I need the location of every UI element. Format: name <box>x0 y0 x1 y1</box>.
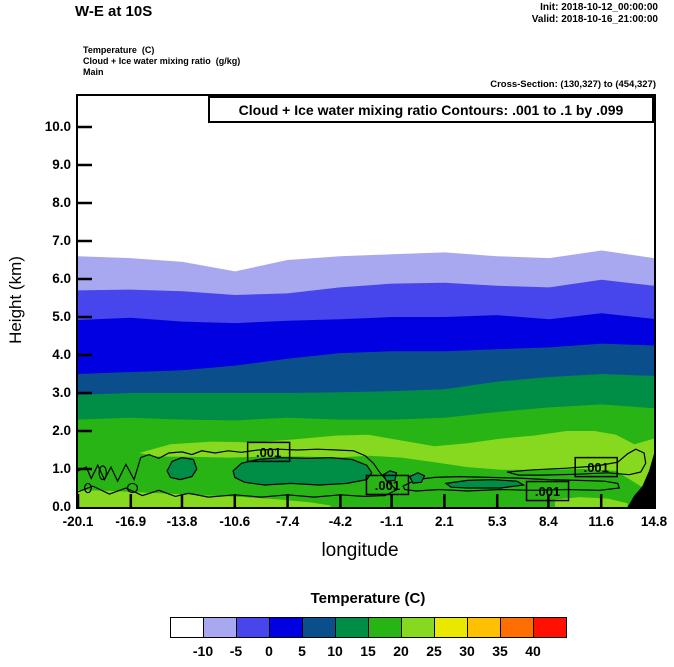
contour-label-text-1: .001 <box>375 478 400 493</box>
x-tick-label: 2.1 <box>435 514 454 529</box>
x-tick-label: 8.4 <box>538 514 558 529</box>
cloud-contour-small-0 <box>98 465 107 481</box>
colorbar-title: Temperature (C) <box>310 590 426 607</box>
colorbar-cell-1 <box>204 618 237 637</box>
x-tick-label: 5.3 <box>487 514 507 529</box>
x-tick-label: -7.4 <box>275 514 300 529</box>
colorbar-cell-8 <box>435 618 468 637</box>
warm-patch-2 <box>555 497 628 507</box>
colorbar-tick-label: 5 <box>298 643 306 659</box>
x-tick-label: -16.9 <box>115 514 147 529</box>
colorbar-cell-10 <box>501 618 534 637</box>
y-tick-label: 0.0 <box>52 499 71 514</box>
colorbar-cell-0 <box>171 618 204 637</box>
colorbar-tick-label: 35 <box>492 643 508 659</box>
cloud-contour-001-0 <box>78 448 398 498</box>
x-tick-label: -1.1 <box>379 514 404 529</box>
x-tick-label: -4.2 <box>328 514 353 529</box>
colorbar-cell-6 <box>369 618 402 637</box>
colorbar-cell-7 <box>402 618 435 637</box>
warm-patch-0 <box>78 489 331 507</box>
y-tick-label: 5.0 <box>52 309 71 324</box>
colorbar-tick-label: 0 <box>265 643 273 659</box>
page-title: W-E at 10S <box>75 3 153 20</box>
cloud-contour-01-blob-3 <box>408 472 426 484</box>
contour-title: Cloud + Ice water mixing ratio Contours:… <box>238 101 624 118</box>
contour-label-text-2: .001 <box>535 484 560 499</box>
colorbar-tick-label: -10 <box>192 643 214 659</box>
warm-patch-1 <box>139 431 654 494</box>
colorbar-cell-9 <box>468 618 501 637</box>
valid-time: Valid: 2018-10-16_21:00:00 <box>531 14 658 25</box>
colorbar-tick-label: 10 <box>327 643 343 659</box>
y-tick-label: 1.0 <box>52 461 71 476</box>
contour-label-box-1 <box>365 474 410 496</box>
x-tick-label: -10.6 <box>219 514 251 529</box>
contour-title-box: Cloud + Ice water mixing ratio Contours:… <box>208 96 654 123</box>
colorbar-cell-5 <box>336 618 369 637</box>
cloud-contour-small-2 <box>84 482 92 494</box>
run-time-info: Init: 2018-10-12_00:00:00 Valid: 2018-10… <box>532 2 658 26</box>
x-tick-label: 14.8 <box>640 514 668 529</box>
x-axis-title: longitude <box>321 540 399 561</box>
colorbar-cell-2 <box>237 618 270 637</box>
x-tick-label: -20.1 <box>62 514 94 529</box>
y-tick-label: 3.0 <box>52 385 71 400</box>
y-tick-label: 8.0 <box>52 195 71 210</box>
colorbar-tick-label: 30 <box>459 643 475 659</box>
colorbar-tick-label: 15 <box>360 643 376 659</box>
contour-label-box-2 <box>525 480 570 502</box>
colorbar <box>170 617 567 638</box>
y-tick-label: 4.0 <box>52 347 71 362</box>
y-tick-label: 9.0 <box>52 157 71 172</box>
terrain-fill <box>627 453 654 507</box>
cloud-contour-small-1 <box>126 482 139 494</box>
cloud-contour-001-1 <box>402 475 621 492</box>
y-tick-label: 6.0 <box>52 271 71 286</box>
x-tick-label: -13.8 <box>166 514 198 529</box>
contour-label-box-0 <box>246 441 291 463</box>
field-list: Temperature (C) Cloud + Ice water mixing… <box>83 45 241 77</box>
colorbar-cell-11 <box>534 618 566 637</box>
y-axis-tick-labels: 0.0 1.0 2.0 3.0 4.0 5.0 6.0 7.0 8.0 9.0 10.0 <box>0 0 71 600</box>
colorbar-cell-4 <box>303 618 336 637</box>
colorbar-tick-label: -5 <box>229 643 243 659</box>
y-tick-label: 10.0 <box>44 119 71 134</box>
contour-label-text-0: .001 <box>256 445 281 460</box>
contour-label-text-3: .001 <box>584 460 609 475</box>
colorbar-cell-3 <box>270 618 303 637</box>
y-tick-label: 7.0 <box>52 233 71 248</box>
contour-label-box-3 <box>574 456 618 478</box>
cloud-contour-001-2 <box>506 448 647 476</box>
cross-section-coords: Cross-Section: (130,327) to (454,327) <box>490 79 656 90</box>
cloud-contour-01-blob-1 <box>232 456 373 486</box>
cloud-contour-01-blob-0 <box>166 456 198 481</box>
plot-area: .001 .001 .001 .001 <box>76 94 656 509</box>
y-axis-title: Height (km) <box>6 256 25 344</box>
init-time: Init: 2018-10-12_00:00:00 <box>540 2 658 13</box>
y-tick-label: 2.0 <box>52 423 71 438</box>
colorbar-tick-label: 40 <box>525 643 541 659</box>
x-tick-label: 11.6 <box>588 514 614 529</box>
colorbar-tick-label: 25 <box>426 643 442 659</box>
cloud-contour-01-blob-4 <box>444 478 526 489</box>
temperature-field-svg: .001 .001 .001 .001 <box>78 96 654 507</box>
colorbar-tick-label: 20 <box>393 643 409 659</box>
